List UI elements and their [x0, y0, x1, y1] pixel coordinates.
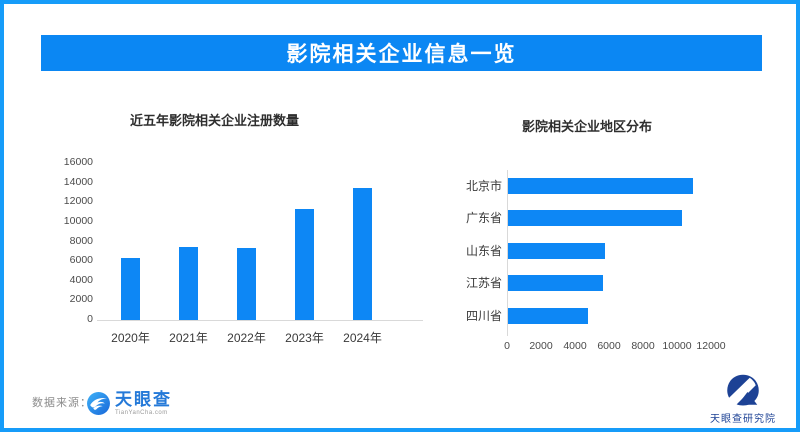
bar-北京市 — [508, 178, 693, 194]
x-axis-tick-label: 12000 — [696, 340, 726, 352]
x-axis-label-2024年: 2024年 — [343, 331, 382, 345]
tianyancha-logo-text: 天眼查 — [115, 390, 172, 409]
x-axis-tick-label: 2000 — [529, 340, 553, 352]
category-label-北京市: 北京市 — [465, 179, 502, 193]
y-axis-tick-label: 6000 — [69, 254, 93, 267]
tianyancha-logo: 天眼查 TianYanCha.com — [86, 390, 172, 416]
x-axis-label-2020年: 2020年 — [111, 331, 150, 345]
registrations-chart-title: 近五年影院相关企业注册数量 — [130, 113, 300, 128]
category-label-广东省: 广东省 — [465, 211, 502, 226]
title-banner: 影院相关企业信息一览 — [41, 35, 762, 71]
region-chart-title: 影院相关企业地区分布 — [522, 119, 653, 134]
research-institute-logo: 天眼查研究院 — [698, 374, 788, 425]
bar-江苏省 — [508, 275, 603, 292]
page-title: 影院相关企业信息一览 — [286, 43, 517, 66]
x-axis-tick-label: 0 — [504, 340, 510, 352]
y-axis-tick-label: 12000 — [63, 195, 93, 208]
bar-2024年 — [353, 188, 372, 320]
y-axis-tick-label: 10000 — [63, 214, 93, 227]
y-axis-tick-label: 4000 — [69, 273, 93, 286]
y-axis-tick-label: 0 — [87, 313, 93, 325]
research-institute-logo-icon — [726, 374, 759, 407]
category-label-江苏省: 江苏省 — [465, 276, 502, 291]
bar-2022年 — [237, 248, 256, 320]
y-axis-tick-label: 8000 — [69, 234, 93, 247]
bar-山东省 — [508, 242, 605, 259]
y-axis-line — [507, 170, 508, 336]
tianyancha-logo-icon — [87, 392, 110, 415]
region-chart: 影院相关企业地区分布 北京市广东省山东省江苏省四川省 0 2000 4000 6000 8… — [450, 108, 780, 364]
x-axis-line — [97, 320, 423, 321]
x-axis-tick-label: 8000 — [631, 340, 655, 352]
x-axis-tick-label: 4000 — [563, 340, 587, 352]
category-label-四川省: 四川省 — [465, 308, 502, 323]
research-institute-label: 天眼查研究院 — [710, 414, 776, 425]
x-axis-label-2023年: 2023年 — [285, 331, 324, 345]
tianyancha-logo-url: TianYanCha.com — [115, 410, 168, 416]
x-axis-tick-label: 10000 — [662, 340, 692, 352]
x-axis-label-2022年: 2022年 — [227, 331, 266, 345]
bar-2020年 — [121, 258, 140, 320]
bar-2023年 — [295, 209, 314, 320]
x-axis-tick-label: 6000 — [597, 340, 621, 352]
x-axis-label-2021年: 2021年 — [169, 331, 208, 345]
registrations-chart: 近五年影院相关企业注册数量 0 2000 4000 6000 8000 10000 1200… — [55, 108, 435, 364]
data-source-label: 数据来源： — [32, 397, 92, 409]
bar-广东省 — [508, 210, 682, 227]
bar-2021年 — [179, 247, 198, 320]
y-axis-tick-label: 2000 — [69, 293, 93, 306]
y-axis-tick-label: 14000 — [63, 175, 93, 188]
y-axis-tick-label: 16000 — [63, 156, 93, 168]
bar-四川省 — [508, 307, 588, 324]
category-label-山东省: 山东省 — [465, 243, 502, 258]
